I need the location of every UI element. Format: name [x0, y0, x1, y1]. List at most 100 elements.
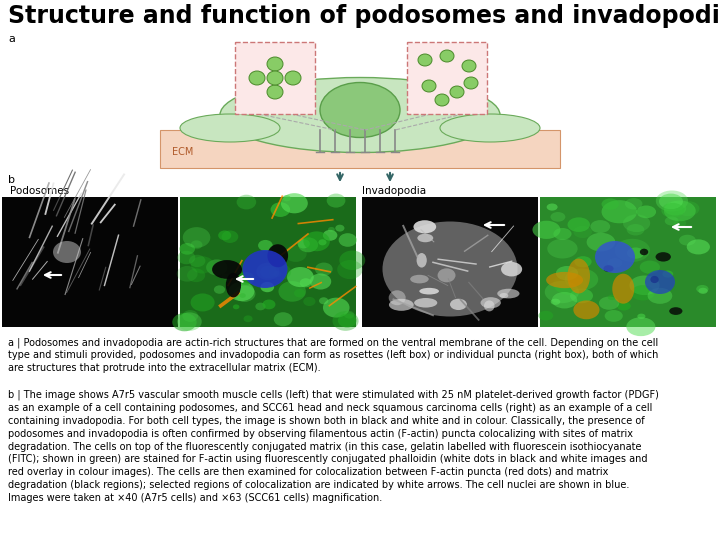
Ellipse shape — [608, 295, 616, 300]
Ellipse shape — [338, 233, 357, 247]
Ellipse shape — [484, 300, 495, 312]
Ellipse shape — [267, 57, 283, 71]
Ellipse shape — [480, 297, 501, 308]
Ellipse shape — [655, 252, 671, 261]
Ellipse shape — [564, 268, 598, 291]
Ellipse shape — [222, 231, 238, 243]
Ellipse shape — [664, 200, 696, 221]
Ellipse shape — [617, 301, 631, 310]
Ellipse shape — [179, 243, 195, 255]
Ellipse shape — [303, 297, 315, 306]
Ellipse shape — [323, 298, 349, 318]
Ellipse shape — [440, 114, 540, 142]
Ellipse shape — [498, 289, 520, 299]
Ellipse shape — [665, 217, 679, 226]
Ellipse shape — [284, 245, 307, 262]
Ellipse shape — [603, 265, 613, 272]
Ellipse shape — [419, 288, 439, 294]
Ellipse shape — [625, 198, 642, 210]
Text: Structure and function of podosomes and invadopodia: Structure and function of podosomes and … — [8, 4, 720, 28]
Ellipse shape — [570, 288, 593, 303]
Ellipse shape — [389, 291, 405, 305]
Ellipse shape — [339, 251, 365, 270]
Ellipse shape — [601, 199, 619, 210]
Ellipse shape — [243, 315, 253, 322]
Ellipse shape — [191, 256, 214, 273]
Text: a | Podosomes and invadopodia are actin-rich structures that are formed on the v: a | Podosomes and invadopodia are actin-… — [8, 337, 658, 373]
Ellipse shape — [328, 227, 335, 232]
Ellipse shape — [320, 83, 400, 138]
Ellipse shape — [546, 204, 557, 211]
Ellipse shape — [533, 221, 560, 239]
Ellipse shape — [417, 253, 427, 267]
Ellipse shape — [53, 241, 81, 263]
Ellipse shape — [221, 274, 229, 279]
Ellipse shape — [662, 271, 673, 278]
Text: b: b — [8, 175, 15, 185]
Ellipse shape — [318, 239, 327, 245]
Ellipse shape — [258, 240, 273, 251]
Ellipse shape — [608, 258, 622, 268]
Ellipse shape — [389, 299, 414, 311]
Ellipse shape — [656, 191, 688, 212]
Ellipse shape — [631, 285, 654, 300]
Ellipse shape — [647, 288, 672, 304]
Ellipse shape — [567, 218, 590, 232]
Ellipse shape — [243, 250, 287, 288]
Ellipse shape — [422, 80, 436, 92]
Ellipse shape — [240, 293, 246, 298]
Ellipse shape — [212, 260, 242, 279]
Ellipse shape — [462, 60, 476, 72]
Bar — [180, 197, 356, 327]
Ellipse shape — [183, 227, 210, 248]
Bar — [540, 197, 716, 327]
Ellipse shape — [303, 231, 330, 251]
Ellipse shape — [267, 244, 288, 267]
Ellipse shape — [327, 193, 346, 207]
Ellipse shape — [233, 305, 239, 309]
Ellipse shape — [575, 256, 592, 267]
Ellipse shape — [287, 267, 314, 287]
Bar — [362, 197, 538, 327]
Ellipse shape — [639, 261, 660, 274]
Ellipse shape — [650, 276, 659, 283]
Ellipse shape — [679, 235, 696, 246]
Ellipse shape — [187, 268, 205, 282]
Ellipse shape — [669, 307, 683, 315]
Text: a: a — [8, 34, 15, 44]
Ellipse shape — [261, 282, 274, 292]
Ellipse shape — [176, 266, 197, 282]
Ellipse shape — [191, 293, 215, 312]
Ellipse shape — [271, 202, 290, 217]
Ellipse shape — [177, 251, 195, 264]
Ellipse shape — [440, 50, 454, 62]
Ellipse shape — [696, 285, 708, 293]
Bar — [2, 197, 178, 327]
Ellipse shape — [333, 311, 359, 331]
Ellipse shape — [274, 271, 282, 277]
Bar — [235, 42, 315, 114]
Ellipse shape — [674, 219, 686, 227]
Ellipse shape — [338, 314, 356, 328]
Ellipse shape — [260, 266, 277, 278]
Ellipse shape — [553, 273, 587, 295]
Ellipse shape — [413, 220, 436, 233]
Ellipse shape — [450, 86, 464, 98]
Ellipse shape — [698, 288, 708, 294]
Ellipse shape — [664, 201, 686, 215]
Ellipse shape — [226, 273, 241, 298]
Ellipse shape — [177, 312, 202, 331]
Text: ECM: ECM — [172, 147, 194, 157]
Text: b | The image shows A7r5 vascular smooth muscle cells (left) that were stimulate: b | The image shows A7r5 vascular smooth… — [8, 390, 659, 503]
Ellipse shape — [573, 226, 592, 238]
Ellipse shape — [438, 268, 456, 282]
Ellipse shape — [590, 220, 611, 233]
Ellipse shape — [552, 292, 577, 308]
Ellipse shape — [283, 195, 291, 201]
Ellipse shape — [180, 114, 280, 142]
Ellipse shape — [612, 274, 634, 303]
Ellipse shape — [233, 286, 256, 302]
Ellipse shape — [500, 293, 508, 298]
Ellipse shape — [344, 311, 354, 319]
Ellipse shape — [554, 228, 572, 240]
